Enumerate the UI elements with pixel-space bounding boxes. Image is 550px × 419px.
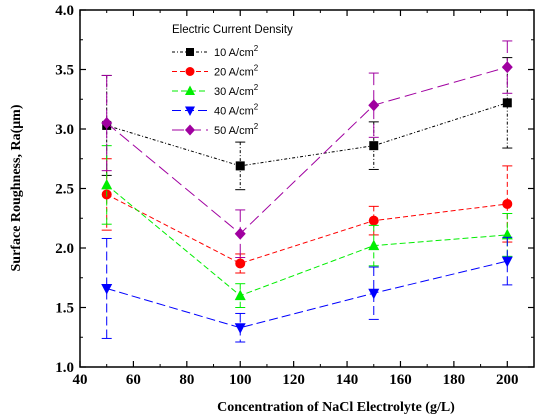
series-line [106,184,508,297]
series-5 [101,40,513,259]
x-tick-label: 180 [443,372,466,388]
data-point [368,288,380,300]
legend-label: 50 A/cm2 [214,122,259,137]
legend-label: 30 A/cm2 [214,83,259,98]
legend-marker [186,48,194,56]
data-point [235,161,245,171]
legend-marker [185,106,195,116]
axis-ticks [79,9,534,368]
x-tick-label: 60 [126,372,141,388]
series-2 [101,158,513,274]
data-point [502,98,512,108]
series-3 [101,145,513,308]
data-point [368,99,380,112]
legend-label: 20 A/cm2 [214,64,259,79]
data-point [235,258,246,269]
x-axis-title: Concentration of NaCl Electrolyte (g/L) [217,400,455,415]
x-tick-label: 160 [389,372,412,388]
legend-title: Electric Current Density [172,24,293,36]
data-point [234,323,246,334]
legend: Electric Current Density 10 A/cm2 20 A/cm… [172,24,293,137]
series-line [106,260,508,329]
data-point [501,61,513,74]
legend-label: 10 A/cm2 [214,44,259,59]
series-4 [101,236,513,343]
data-point [101,178,113,190]
legend-marker [185,85,195,95]
legend-marker [185,67,195,76]
x-tick-label: 200 [496,372,519,388]
series-layer [101,40,513,343]
y-tick-labels: 1.0 1.5 2.0 2.5 3.0 3.5 4.0 [55,3,74,376]
y-tick-label: 4.0 [55,3,74,19]
data-point [234,227,246,240]
x-tick-labels: 40 60 80 100 120 140 160 180 200 [73,372,519,388]
legend-label: 40 A/cm2 [214,103,259,118]
y-tick-label: 2.5 [55,182,74,198]
y-tick-label: 3.5 [55,63,74,79]
x-tick-label: 100 [229,372,252,388]
series-line [106,66,508,235]
plot-frame [79,9,535,368]
x-tick-label: 80 [179,372,194,388]
y-tick-label: 1.5 [55,301,74,317]
data-point [368,215,379,226]
x-tick-label: 140 [336,372,359,388]
x-tick-label: 40 [73,372,88,388]
series-line [106,102,508,167]
data-point [101,283,113,295]
series-line [106,194,508,265]
data-point [501,256,513,268]
data-point [501,228,513,240]
data-point [369,141,379,151]
y-tick-label: 1.0 [55,360,74,376]
legend-marker [185,124,195,136]
data-point [368,239,380,251]
data-point [101,117,113,130]
y-tick-label: 3.0 [55,122,74,138]
y-tick-label: 2.0 [55,241,74,257]
data-point [234,289,246,301]
data-point [502,198,513,209]
x-tick-label: 120 [282,372,305,388]
y-axis-title: Surface Roughness, Ra(μm) [9,104,24,271]
